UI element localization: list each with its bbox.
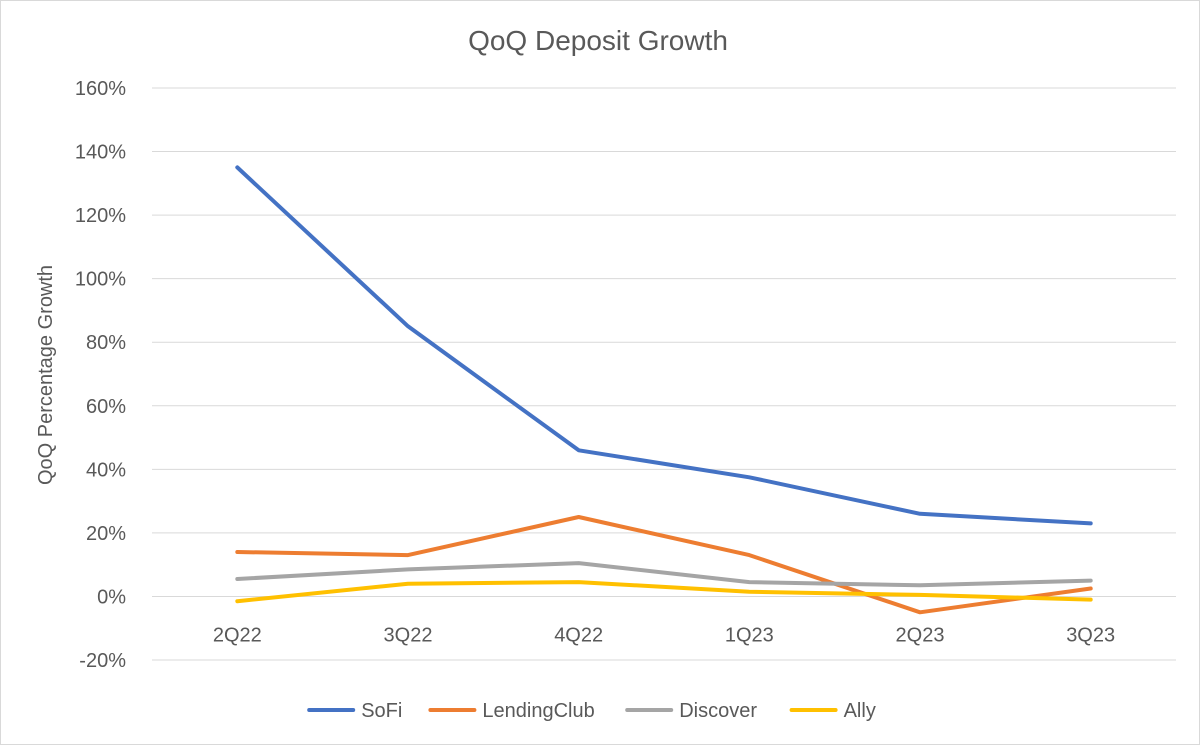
chart-title: QoQ Deposit Growth — [468, 25, 728, 56]
x-tick-label: 1Q23 — [725, 624, 774, 646]
y-tick-label: 140% — [75, 142, 126, 164]
gridlines — [152, 87, 1176, 661]
y-tick-label: -20% — [79, 650, 126, 672]
x-axis-tick-labels: 2Q22 3Q22 4Q22 1Q23 2Q23 3Q23 — [213, 624, 1115, 646]
x-tick-label: 2Q22 — [213, 624, 262, 646]
x-tick-label: 3Q22 — [384, 624, 433, 646]
y-tick-label: 100% — [75, 269, 126, 291]
series-lines — [235, 165, 1093, 615]
y-tick-label: 60% — [86, 396, 126, 418]
series-line-sofi — [235, 165, 1093, 526]
series-line-discover — [235, 561, 1093, 588]
y-tick-label: 80% — [86, 332, 126, 354]
legend-label: Discover — [679, 700, 757, 722]
y-tick-label: 20% — [86, 523, 126, 545]
x-tick-label: 3Q23 — [1066, 624, 1115, 646]
y-axis-title: QoQ Percentage Growth — [35, 265, 57, 485]
legend-label: SoFi — [361, 700, 402, 722]
legend-label: LendingClub — [482, 700, 594, 722]
y-tick-label: 0% — [97, 586, 126, 608]
y-tick-label: 40% — [86, 459, 126, 481]
x-tick-label: 2Q23 — [896, 624, 945, 646]
legend-label: Ally — [844, 700, 876, 722]
x-tick-label: 4Q22 — [554, 624, 603, 646]
y-tick-label: 160% — [75, 78, 126, 100]
legend: SoFi LendingClub Discover Ally — [307, 700, 876, 722]
series-line-ally — [235, 580, 1093, 604]
y-tick-label: 120% — [75, 205, 126, 227]
y-axis-tick-labels: -20% 0% 20% 40% 60% 80% 100% 120% 140% 160% — [75, 78, 126, 672]
series-line-lendingclub — [235, 515, 1093, 615]
